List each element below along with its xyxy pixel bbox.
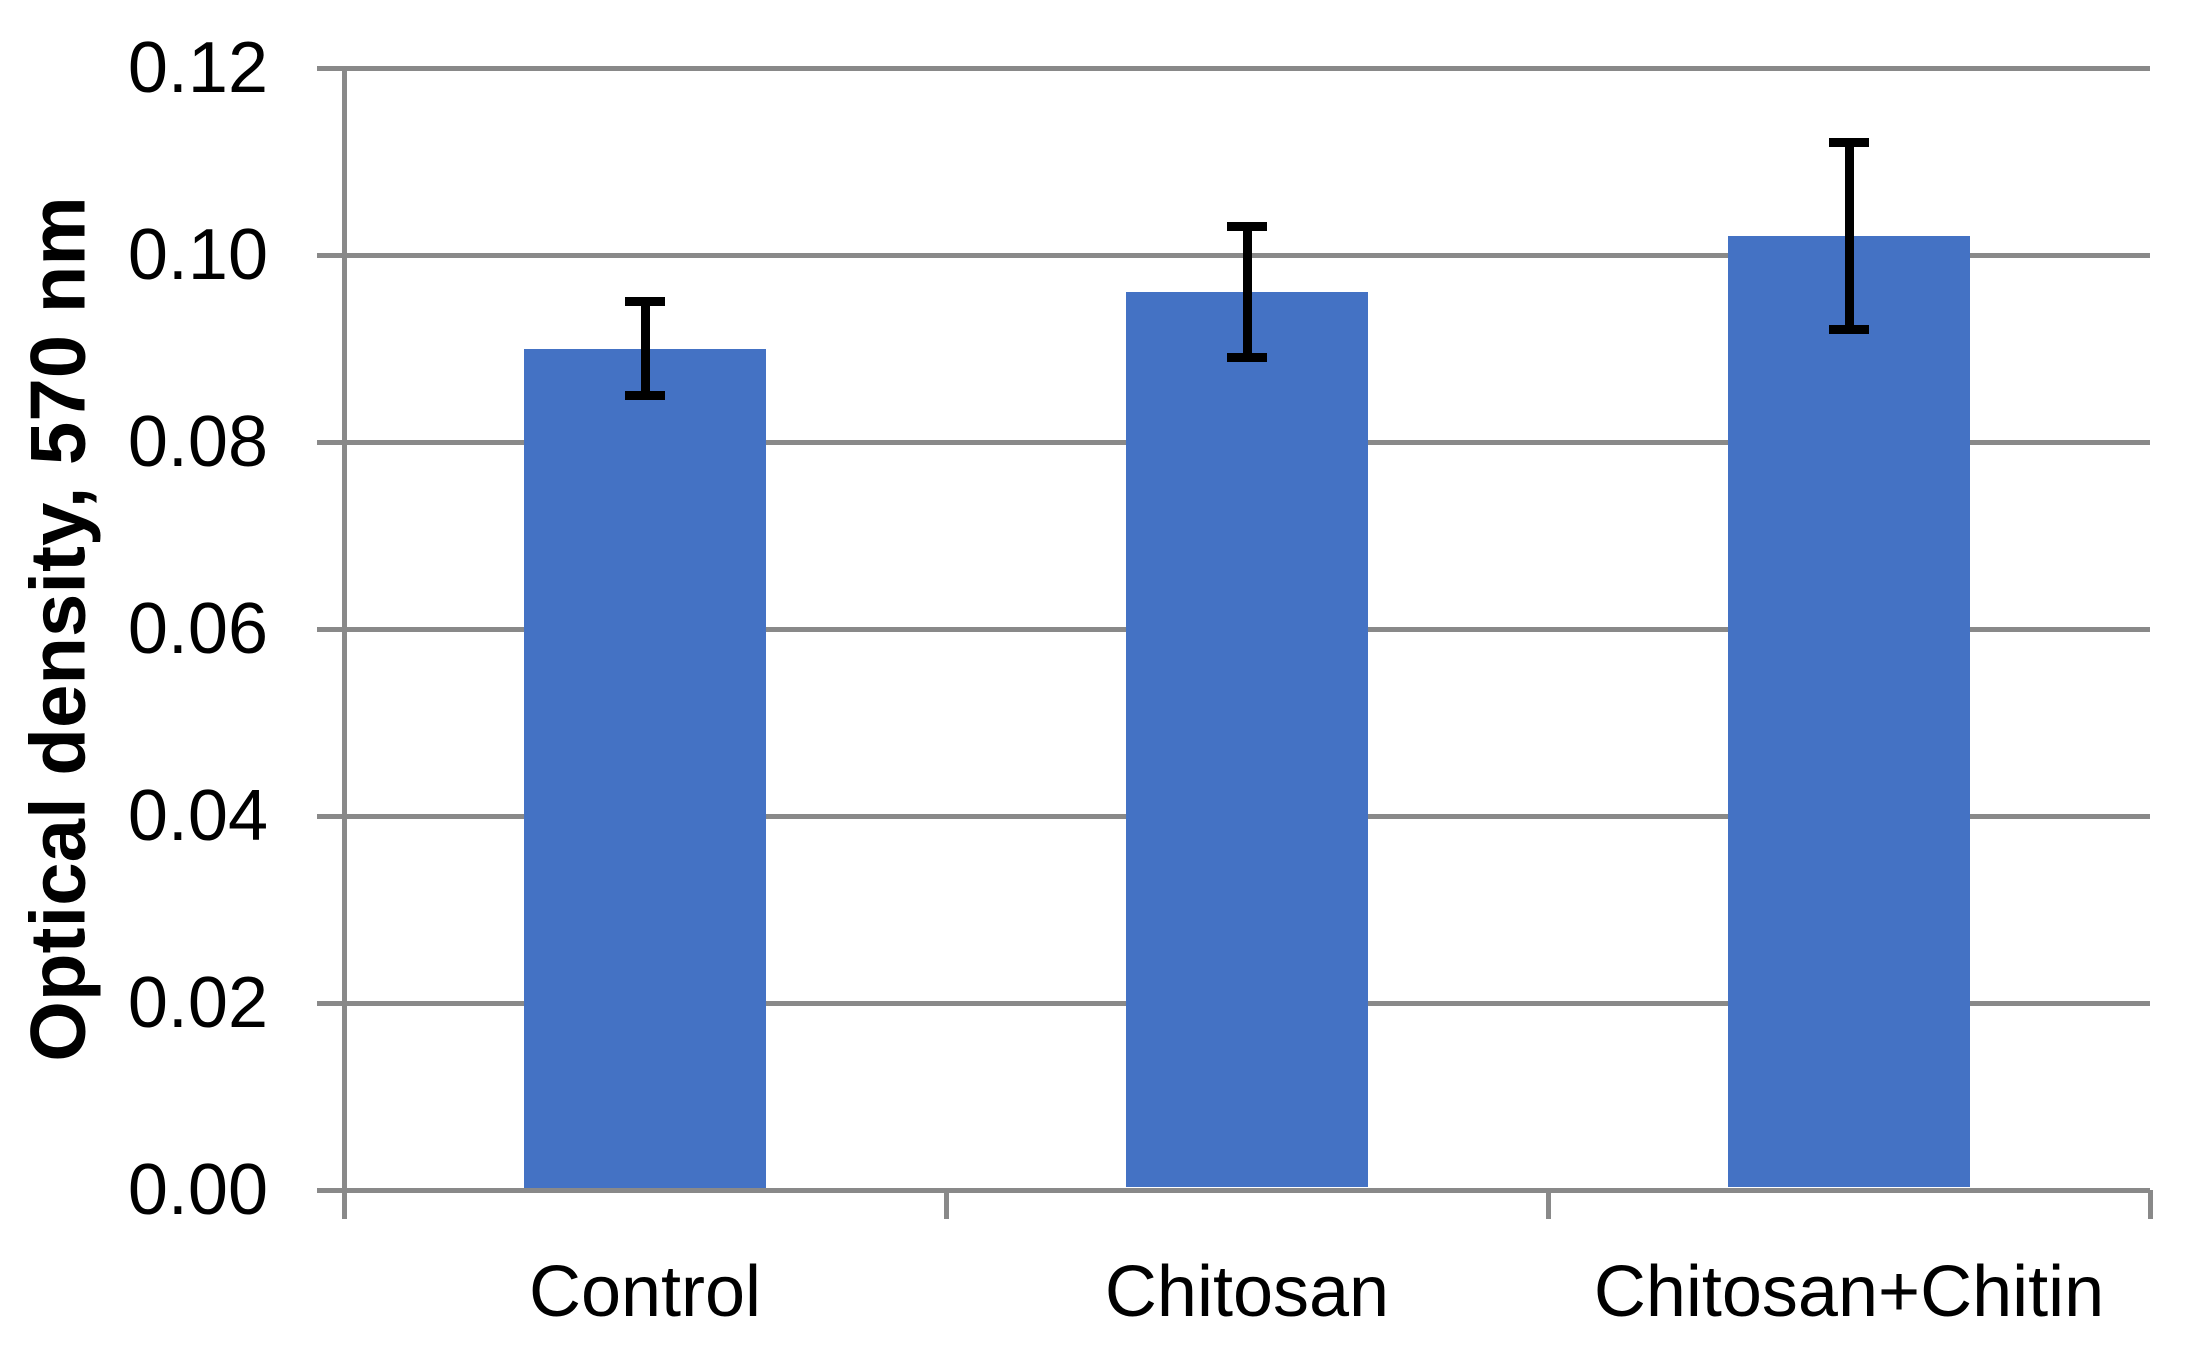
error-bar-line [1243,227,1252,358]
y-tick-label: 0.04 [127,776,268,856]
y-tick-label: 0.08 [127,402,268,482]
y-tick [317,440,344,445]
y-tick-label: 0.02 [127,963,268,1043]
x-category-label: Control [528,1252,762,1332]
error-bar-cap-top [625,297,665,306]
error-bar-cap-bottom [1227,353,1267,362]
y-tick [317,1001,344,1006]
y-tick [317,66,344,71]
x-category-label: Chitosan [1104,1252,1390,1332]
y-tick [317,627,344,632]
x-tick [342,1190,347,1219]
x-tick [944,1190,949,1219]
y-tick-label: 0.10 [127,215,268,295]
y-tick [317,814,344,819]
bar [1728,236,1970,1187]
error-bar-line [1845,143,1854,330]
error-bar-cap-top [1829,138,1869,147]
bar [524,349,766,1188]
y-axis-line [342,66,347,1193]
x-tick [1546,1190,1551,1219]
y-tick [317,253,344,258]
bar [1126,292,1368,1187]
x-axis-line [317,1188,2150,1193]
x-tick [2148,1190,2153,1219]
error-bar-line [641,302,650,396]
error-bar-cap-bottom [1829,325,1869,334]
y-tick-label: 0.00 [127,1150,268,1230]
error-bar-cap-top [1227,222,1267,231]
y-tick-label: 0.12 [127,28,268,108]
x-category-label: Chitosan+Chitin [1593,1252,2105,1332]
y-tick-label: 0.06 [127,589,268,669]
error-bar-cap-bottom [625,391,665,400]
gridline [344,66,2150,71]
